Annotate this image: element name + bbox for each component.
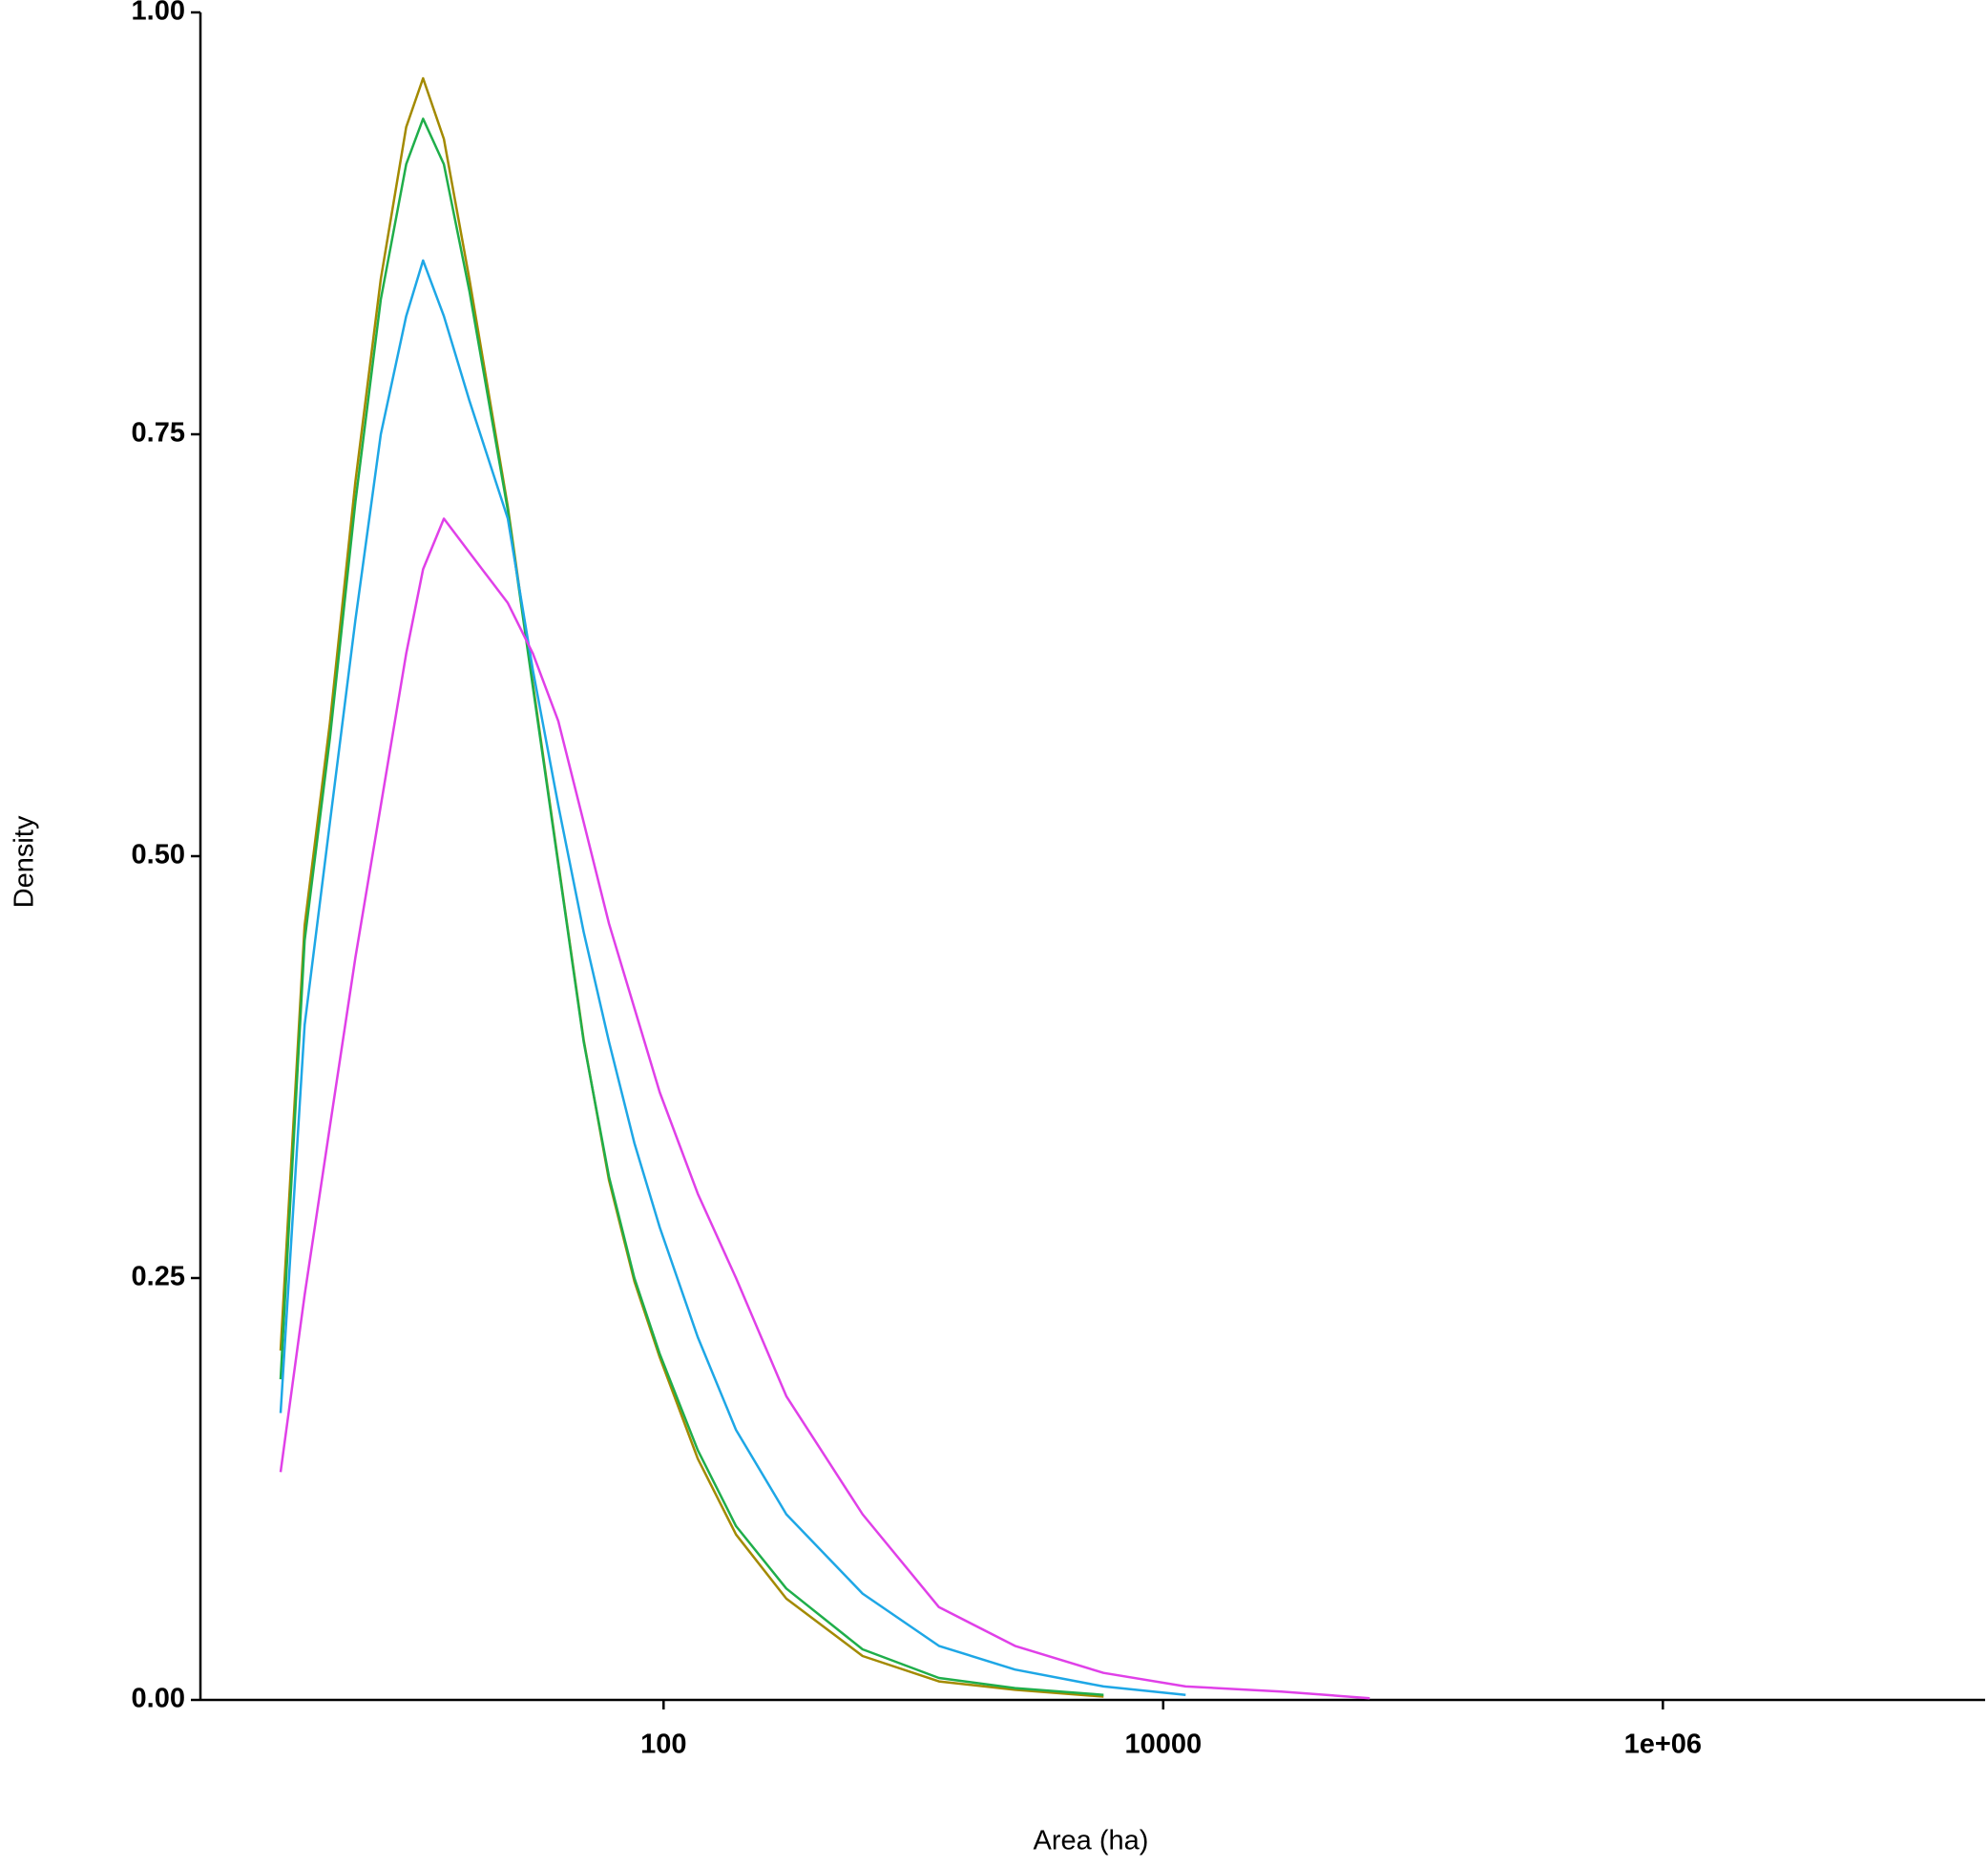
y-tick-label: 1.00 bbox=[132, 0, 185, 27]
x-tick-label: 100 bbox=[640, 1730, 686, 1760]
density-line bbox=[279, 117, 1104, 1696]
x-tick-label: 10000 bbox=[1124, 1730, 1202, 1760]
x-axis-title: Area (ha) bbox=[1034, 1826, 1149, 1856]
density-line bbox=[279, 517, 1371, 1700]
y-tick-label: 0.25 bbox=[132, 1262, 185, 1292]
y-tick-label: 0.75 bbox=[132, 418, 185, 449]
x-tick-label: 1e+06 bbox=[1624, 1730, 1702, 1760]
y-tick-label: 0.00 bbox=[132, 1684, 185, 1714]
density-line bbox=[279, 259, 1186, 1696]
y-tick-label: 0.50 bbox=[132, 840, 185, 870]
y-axis-title: Density bbox=[10, 815, 40, 908]
